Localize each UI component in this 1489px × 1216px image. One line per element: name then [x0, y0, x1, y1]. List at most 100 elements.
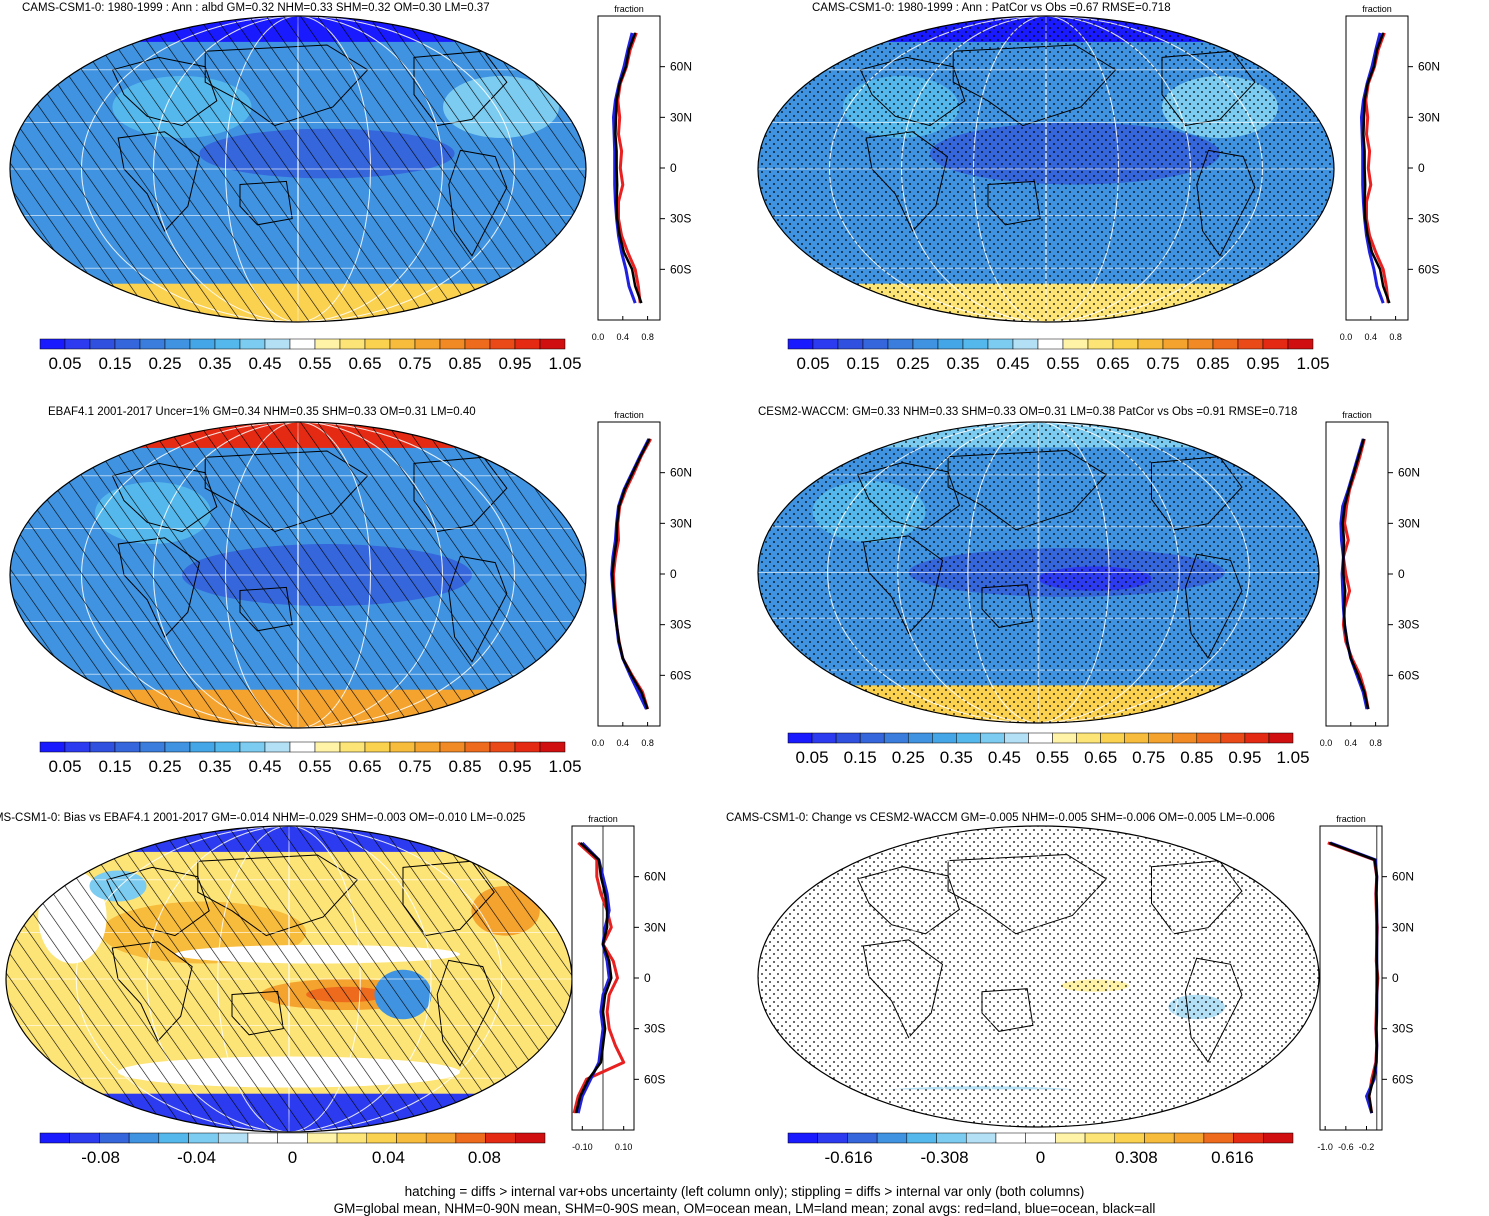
zonal-x-tick-label: 0.0: [1320, 738, 1333, 748]
hatching-overlay: [10, 422, 586, 728]
colorbar-swatch: [906, 1132, 937, 1144]
colorbar-label: 0.95: [498, 757, 531, 776]
colorbar-swatch: [514, 741, 541, 753]
colorbar-swatch: [414, 338, 441, 350]
zonal-mean-plot: fraction 60N 30N 0 30S 60S 0.0 0.4 0.8: [1340, 4, 1440, 342]
colorbar-swatch: [396, 1132, 427, 1144]
zonal-x-tick-label: 0.8: [641, 738, 654, 748]
zonal-series-land: [572, 841, 626, 1114]
colorbar-label: 0.35: [198, 757, 231, 776]
colorbar-swatch: [1262, 338, 1289, 350]
panel-title: CAMS-CSM1-0: 1980-1999 : Ann : PatCor vs…: [812, 2, 1171, 14]
world-map: [9, 15, 587, 323]
colorbar-label: 0.308: [1115, 1148, 1158, 1167]
colorbar-swatch: [1237, 338, 1264, 350]
latitude-tick-label: 60S: [1418, 262, 1439, 276]
zonal-x-tick-label: 0.8: [641, 332, 654, 342]
colorbar-swatch: [64, 741, 91, 753]
colorbar-label: 0.45: [248, 354, 281, 373]
colorbar-label: 0: [1036, 1148, 1045, 1167]
latitude-tick-label: 30S: [1418, 212, 1439, 226]
zonal-axis-label: fraction: [614, 4, 644, 14]
zonal-x-tick-label: 0.10: [615, 1142, 633, 1152]
colorbar-label: 0.85: [1180, 748, 1213, 767]
colorbar-swatch: [307, 1132, 338, 1144]
colorbar-swatch: [389, 338, 416, 350]
colorbar-swatch: [995, 1132, 1026, 1144]
colorbar-swatch: [339, 741, 366, 753]
colorbar-swatch: [364, 741, 391, 753]
colorbar-swatch: [239, 338, 266, 350]
map-border: [9, 15, 587, 323]
colorbar-swatch: [987, 338, 1014, 350]
colorbar-swatch: [314, 338, 341, 350]
colorbar-label: 0.95: [1228, 748, 1261, 767]
colorbar-swatch: [812, 338, 839, 350]
zonal-axis-label: fraction: [1342, 410, 1372, 420]
colorbar-swatch: [139, 741, 166, 753]
zonal-x-tick-label: 0.8: [1369, 738, 1382, 748]
colorbar-swatch: [932, 732, 957, 744]
colorbar-swatch: [39, 1132, 70, 1144]
colorbar-swatch: [339, 338, 366, 350]
latitude-tick-label: 60N: [1392, 870, 1414, 884]
latitude-tick-label: 0: [1392, 971, 1399, 985]
colorbar-label: 0.25: [896, 354, 929, 373]
colorbar-swatch: [364, 338, 391, 350]
colorbar: -0.08 -0.04 0 0.04 0.08: [39, 1132, 546, 1167]
colorbar-label: 0.85: [1196, 354, 1229, 373]
colorbar-swatch: [787, 338, 814, 350]
colorbar-label: -0.308: [920, 1148, 968, 1167]
panel-title: CESM2-WACCM: GM=0.33 NHM=0.33 SHM=0.33 O…: [758, 406, 1298, 418]
zonal-x-tick-label: -1.0: [1317, 1142, 1333, 1152]
zonal-series-all: [1328, 841, 1379, 1114]
colorbar-swatch: [214, 338, 241, 350]
colorbar-label: 0.75: [398, 354, 431, 373]
colorbar-swatch: [1162, 338, 1189, 350]
colorbar-swatch: [539, 338, 566, 350]
colorbar-label: 0.25: [148, 757, 181, 776]
colorbar-label: 0.35: [946, 354, 979, 373]
zonal-x-tick-label: 0.4: [1365, 332, 1378, 342]
latitude-tick-label: 60N: [644, 870, 666, 884]
colorbar-swatch: [912, 338, 939, 350]
colorbar-label: 0.05: [48, 757, 81, 776]
zonal-x-tick-label: -0.2: [1359, 1142, 1375, 1152]
colorbar-swatch: [980, 732, 1005, 744]
latitude-tick-label: 60N: [670, 60, 692, 74]
world-map: [5, 825, 573, 1133]
stippling-overlay: [758, 422, 1319, 723]
colorbar-swatch: [887, 338, 914, 350]
colorbar-swatch: [1012, 338, 1039, 350]
zonal-axis-label: fraction: [1336, 814, 1366, 824]
zonal-x-tick-label: 0.4: [617, 332, 630, 342]
colorbar-swatch: [937, 338, 964, 350]
zonal-mean-plot: fraction 60N 30N 0 30S 60S 0.0 0.4 0.8: [1320, 410, 1420, 748]
colorbar-swatch: [164, 338, 191, 350]
latitude-tick-label: 60N: [1418, 60, 1440, 74]
latitude-tick-label: 30N: [1418, 110, 1440, 124]
zonal-mean-plot: fraction 60N 30N 0 30S 60S 0.0 0.4 0.8: [592, 4, 692, 342]
colorbar-swatch: [39, 741, 66, 753]
colorbar-swatch: [128, 1132, 160, 1144]
colorbar-swatch: [114, 338, 141, 350]
latitude-tick-label: 30N: [1392, 920, 1414, 934]
map-border: [757, 825, 1320, 1128]
latitude-tick-label: 30S: [1398, 618, 1419, 632]
colorbar-swatch: [862, 338, 889, 350]
zonal-x-tick-label: 0.4: [617, 738, 630, 748]
colorbar-swatch: [1144, 1132, 1175, 1144]
colorbar-swatch: [139, 338, 166, 350]
colorbar-label: 0.05: [796, 354, 829, 373]
colorbar-label: 0.65: [348, 354, 381, 373]
colorbar-swatch: [264, 741, 291, 753]
latitude-tick-label: 60S: [644, 1072, 665, 1086]
colorbar-swatch: [214, 741, 241, 753]
colorbar-swatch: [1187, 338, 1214, 350]
colorbar-label: 0.15: [98, 757, 131, 776]
zonal-mean-plot: fraction 60N 30N 0 30S 60S -1.0 -0.6 -0.2: [1317, 814, 1414, 1152]
colorbar-swatch: [425, 1132, 457, 1144]
zonal-series-all: [574, 841, 613, 1114]
colorbar-label: 0.95: [1246, 354, 1279, 373]
colorbar-label: 0.65: [1096, 354, 1129, 373]
